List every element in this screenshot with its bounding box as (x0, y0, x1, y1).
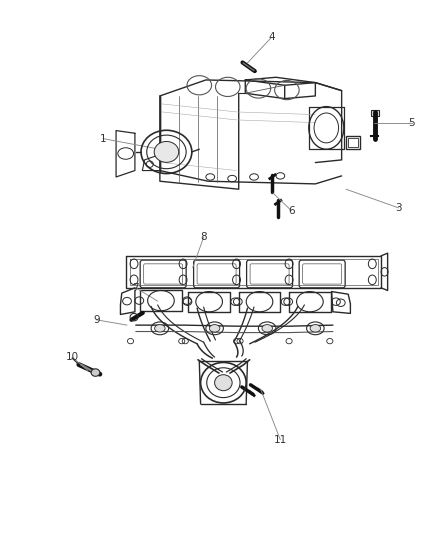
Text: 6: 6 (288, 206, 295, 215)
Text: 7: 7 (132, 283, 139, 293)
Ellipse shape (209, 325, 220, 332)
Ellipse shape (155, 325, 165, 332)
Bar (346, 136, 360, 149)
Ellipse shape (91, 369, 100, 376)
Text: 8: 8 (200, 232, 207, 242)
Ellipse shape (262, 325, 272, 332)
Text: 9: 9 (93, 315, 100, 325)
Bar (348, 138, 358, 147)
Ellipse shape (215, 375, 232, 391)
Ellipse shape (154, 141, 179, 163)
Bar (371, 110, 379, 116)
Text: 1: 1 (99, 134, 106, 143)
Text: 11: 11 (274, 435, 287, 445)
Text: 10: 10 (66, 352, 79, 362)
Text: 3: 3 (395, 203, 402, 213)
Ellipse shape (310, 325, 321, 332)
Text: 4: 4 (268, 33, 275, 42)
Text: 5: 5 (408, 118, 415, 127)
